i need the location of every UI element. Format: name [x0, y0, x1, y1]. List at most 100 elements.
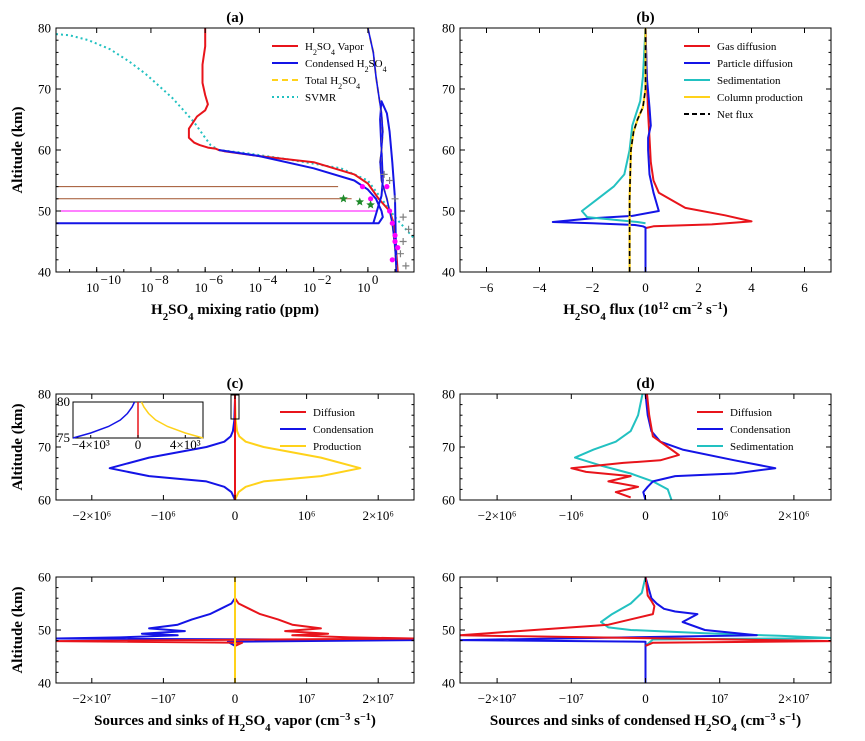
marker-plus	[399, 238, 407, 245]
x-tick-exponent: −2	[318, 272, 332, 287]
x-tick-label: 2×10⁷	[778, 691, 809, 706]
marker-plus	[386, 177, 394, 184]
y-tick-label: 60	[38, 143, 51, 158]
marker-star	[355, 197, 364, 206]
x-axis-label: H2SO4 flux (1012 cm−2 s−1)	[563, 301, 728, 324]
y-tick-label: 50	[442, 623, 455, 638]
legend-label: Condensed H2SO4	[305, 58, 387, 74]
y-tick-label: 70	[38, 440, 51, 455]
x-tick-label: 10	[249, 280, 262, 295]
x-tick-label: 10	[140, 280, 153, 295]
plot-area	[56, 577, 414, 683]
y-tick-label: 40	[38, 265, 51, 280]
series-line-blue	[551, 28, 660, 272]
legend-label: Sedimentation	[717, 75, 781, 87]
plot-area	[570, 394, 777, 500]
marker-dot	[359, 184, 366, 190]
y-tick-label: 70	[38, 82, 51, 97]
plot-area	[108, 394, 362, 500]
x-axis-label: H2SO4 mixing ratio (ppm)	[151, 302, 319, 323]
inset-line-yellow	[140, 401, 204, 439]
inset-x-tick-label: 4×10³	[170, 437, 201, 452]
y-tick-label: 80	[442, 387, 455, 402]
x-tick-label: 0	[232, 508, 239, 523]
x-tick-label: 2×10⁶	[778, 508, 809, 523]
x-tick-label: −10⁷	[559, 691, 584, 706]
panel-label: (b)	[636, 10, 654, 26]
series-line-cyan	[574, 394, 673, 500]
y-tick-label: 50	[38, 623, 51, 638]
legend-label: Gas diffusion	[717, 41, 777, 53]
y-tick-label: 50	[38, 204, 51, 219]
y-tick-label: 50	[442, 204, 455, 219]
marker-dot	[392, 238, 398, 245]
legend-label: Production	[313, 441, 362, 453]
panel-b: −6 −4 −2 0 2 4 6 40 50 60 70 80 (b) H2SO4 flux (1012 …	[442, 10, 832, 324]
marker-plus	[402, 262, 410, 270]
legend: Gas diffusion Particle diffusion Sedimenta…	[684, 41, 803, 121]
y-tick-label: 60	[38, 493, 51, 508]
series-line-red	[460, 577, 831, 647]
inset-x-tick-label: −4×10³	[72, 437, 110, 452]
legend-label: SVMR	[305, 92, 337, 104]
legend-label: Diffusion	[730, 407, 772, 419]
panel-c-top: −2×10⁶ −10⁶ 0 10⁶ 2×10⁶ 60 70 80 (c) Altitude (km…	[10, 376, 415, 523]
y-tick-label: 80	[38, 387, 51, 402]
series-line-blue	[460, 577, 758, 683]
plot-area	[460, 577, 831, 683]
x-tick-label: 10⁶	[298, 508, 316, 523]
y-tick-label: 70	[442, 440, 455, 455]
marker-plus	[405, 225, 413, 233]
plot-area	[56, 28, 414, 272]
series-line-blue	[108, 399, 236, 500]
x-tick-label: 10	[357, 280, 370, 295]
marker-plus	[380, 170, 388, 178]
panel-label: (a)	[226, 10, 244, 26]
inset-y-tick-label: 80	[57, 394, 70, 409]
marker-plus	[399, 213, 407, 221]
x-tick-exponent: 0	[372, 272, 379, 287]
x-tick-label: 10	[86, 280, 99, 295]
y-tick-label: 70	[442, 82, 455, 97]
y-axis-label: Altitude (km)	[10, 106, 26, 193]
x-tick-label: 0	[642, 280, 649, 295]
y-tick-label: 40	[442, 265, 455, 280]
series-line-cyan	[600, 577, 831, 647]
inset-y-tick-label: 75	[57, 430, 70, 445]
series-line-black	[628, 28, 647, 272]
legend-label: Total H2SO4	[305, 75, 360, 91]
legend-label: Diffusion	[313, 407, 355, 419]
series-line-red	[56, 597, 414, 647]
y-axis-label: Altitude (km)	[10, 586, 26, 673]
y-tick-label: 60	[442, 570, 455, 585]
y-axis-label: Altitude (km)	[10, 403, 26, 490]
panel-label: (c)	[227, 376, 244, 392]
x-tick-label: 0	[642, 508, 649, 523]
x-tick-label: 0	[642, 691, 649, 706]
y-tick-label: 80	[442, 21, 455, 36]
x-tick-label: 10⁶	[711, 508, 729, 523]
x-tick-exponent: −6	[209, 272, 223, 287]
marker-dot	[368, 196, 374, 202]
marker-dot	[392, 232, 398, 238]
x-tick-label: −10⁶	[559, 508, 584, 523]
y-tick-label: 40	[442, 676, 455, 691]
inset: −4×10³ 0 4×10³ 75 80	[57, 394, 204, 452]
x-tick-label: −2×10⁶	[72, 508, 111, 523]
x-tick-label: −10⁶	[151, 508, 176, 523]
x-tick-exponent: −8	[155, 272, 169, 287]
marker-star	[339, 194, 348, 203]
x-tick-label: 10⁷	[298, 691, 316, 706]
marker-dot	[389, 220, 395, 226]
x-tick-label: 10⁷	[711, 691, 729, 706]
x-tick-label: −2×10⁷	[478, 691, 517, 706]
x-tick-label: 4	[748, 280, 755, 295]
x-tick-label: −2×10⁶	[478, 508, 517, 523]
legend-label: Condensation	[730, 424, 791, 436]
legend: Diffusion Condensation Sedimentation	[697, 407, 794, 453]
series-line-yellow	[234, 399, 362, 500]
x-tick-label: 2×10⁷	[363, 691, 394, 706]
x-tick-label: −6	[480, 280, 494, 295]
